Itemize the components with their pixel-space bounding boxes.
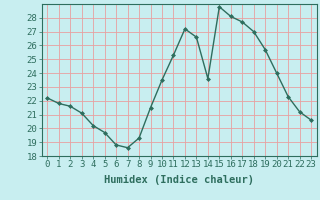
X-axis label: Humidex (Indice chaleur): Humidex (Indice chaleur) bbox=[104, 175, 254, 185]
